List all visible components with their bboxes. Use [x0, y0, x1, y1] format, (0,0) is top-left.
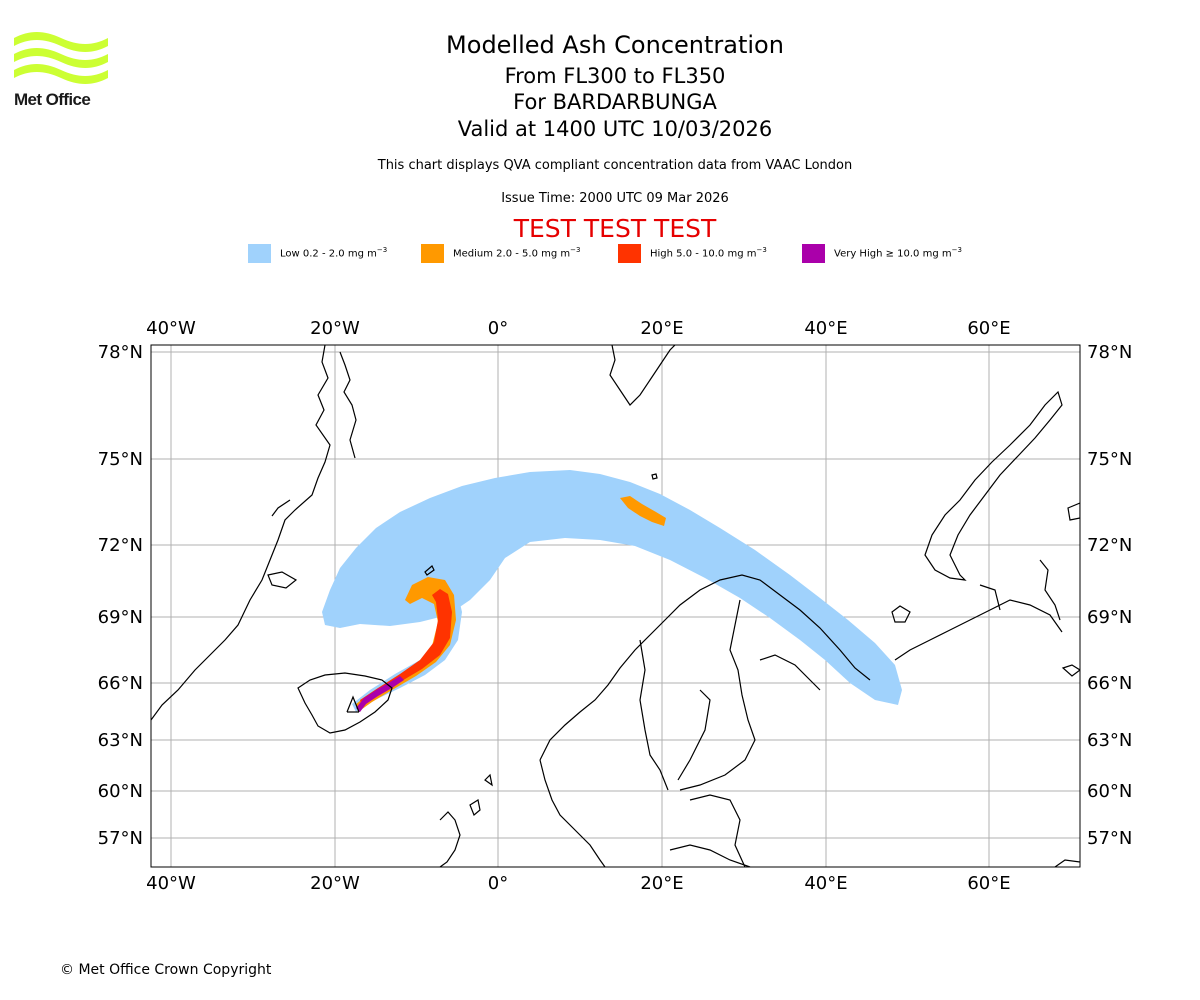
lon-label-bottom-20e: 20°E	[640, 873, 683, 894]
ash-plume-high	[360, 589, 452, 706]
legend-unit-exp-low: −3	[376, 246, 388, 254]
volcano-name: For BARDARBUNGA	[513, 90, 717, 114]
lat-label-right-57n: 57°N	[1087, 828, 1132, 849]
lat-label-left-63n: 63°N	[98, 730, 143, 751]
chart-title: Modelled Ash Concentration	[446, 31, 784, 59]
legend-swatch-high	[618, 244, 641, 263]
lat-label-right-72n: 72°N	[1087, 535, 1132, 556]
map-gridlines	[151, 345, 1080, 867]
legend-unit-exp-very-high: −3	[951, 246, 962, 254]
lat-label-left-69n: 69°N	[98, 607, 143, 628]
lon-label-top-40w: 40°W	[146, 318, 196, 339]
lon-label-bottom-0: 0°	[488, 873, 508, 894]
lat-label-right-66n: 66°N	[1087, 673, 1132, 694]
ash-plume-low	[322, 470, 902, 705]
lat-label-left-60n: 60°N	[98, 781, 143, 802]
lat-label-left-66n: 66°N	[98, 673, 143, 694]
lon-label-top-40e: 40°E	[804, 318, 847, 339]
legend-swatch-low	[248, 244, 271, 263]
lon-label-top-20e: 20°E	[640, 318, 683, 339]
lat-label-right-63n: 63°N	[1087, 730, 1132, 751]
volcano-icon	[346, 695, 360, 713]
legend-label-high: High 5.0 - 10.0 mg m	[650, 248, 757, 260]
lon-label-bottom-40e: 40°E	[804, 873, 847, 894]
test-banner: TEST TEST TEST	[513, 214, 717, 243]
lon-label-top-0: 0°	[488, 318, 508, 339]
lat-label-right-75n: 75°N	[1087, 449, 1132, 470]
legend-unit-exp-high: −3	[756, 246, 767, 254]
legend-label-very-high: Very High ≥ 10.0 mg m	[834, 248, 952, 260]
ash-patch-medium-east	[620, 496, 666, 526]
lat-label-left-78n: 78°N	[98, 342, 143, 363]
legend-unit-exp-medium: −3	[570, 246, 581, 254]
flight-level-range: From FL300 to FL350	[504, 64, 726, 88]
lon-label-bottom-60e: 60°E	[967, 873, 1010, 894]
lat-label-left-57n: 57°N	[98, 828, 143, 849]
copyright-notice: © Met Office Crown Copyright	[60, 962, 272, 978]
map-frame	[150, 344, 1081, 868]
legend-label-low: Low 0.2 - 2.0 mg m	[280, 248, 377, 260]
lat-label-right-78n: 78°N	[1087, 342, 1132, 363]
lon-label-bottom-20w: 20°W	[310, 873, 360, 894]
lat-label-left-75n: 75°N	[98, 449, 143, 470]
valid-time: Valid at 1400 UTC 10/03/2026	[457, 117, 773, 141]
lat-label-right-69n: 69°N	[1087, 607, 1132, 628]
issue-time: Issue Time: 2000 UTC 09 Mar 2026	[501, 191, 729, 206]
lon-label-top-60e: 60°E	[967, 318, 1010, 339]
chart-description: This chart displays QVA compliant concen…	[377, 158, 853, 173]
legend-swatch-very-high	[802, 244, 825, 263]
legend-swatch-medium	[421, 244, 444, 263]
coastlines	[151, 345, 1080, 867]
ash-plume-very-high	[356, 676, 404, 712]
met-office-waves-icon	[14, 32, 108, 84]
met-office-logo: Met Office	[14, 30, 108, 112]
lon-label-top-20w: 20°W	[310, 318, 360, 339]
lon-label-bottom-40w: 40°W	[146, 873, 196, 894]
lat-label-right-60n: 60°N	[1087, 781, 1132, 802]
lat-label-left-72n: 72°N	[98, 535, 143, 556]
legend-label-medium: Medium 2.0 - 5.0 mg m	[453, 248, 571, 260]
logo-text: Met Office	[14, 90, 91, 109]
